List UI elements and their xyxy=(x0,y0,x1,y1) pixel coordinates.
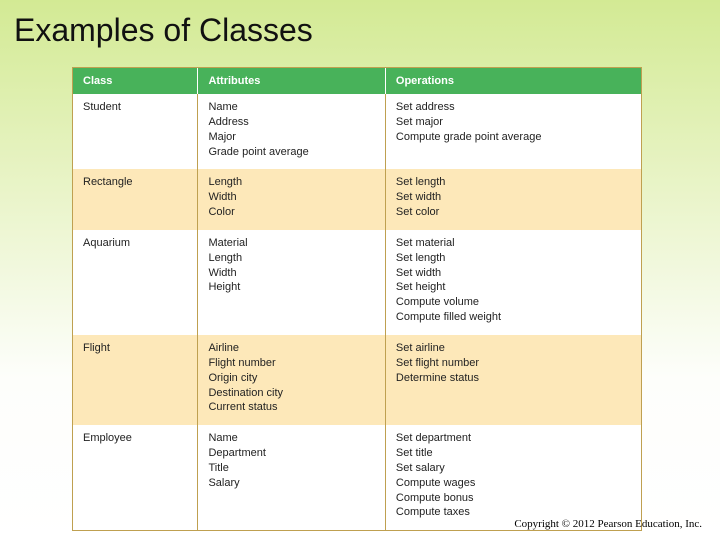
page-title: Examples of Classes xyxy=(0,0,720,49)
table-header-row: Class Attributes Operations xyxy=(73,68,641,94)
cell-class: Flight xyxy=(73,335,198,425)
table-row: Rectangle LengthWidthColor Set lengthSet… xyxy=(73,169,641,230)
cell-attributes: NameDepartmentTitleSalary xyxy=(198,425,385,530)
cell-operations: Set materialSet lengthSet widthSet heigh… xyxy=(385,230,641,335)
cell-class: Student xyxy=(73,94,198,169)
cell-class: Employee xyxy=(73,425,198,530)
table-row: Student NameAddressMajorGrade point aver… xyxy=(73,94,641,169)
classes-table-container: Class Attributes Operations Student Name… xyxy=(72,67,642,531)
table-row: Flight AirlineFlight numberOrigin cityDe… xyxy=(73,335,641,425)
cell-operations: Set airlineSet flight numberDetermine st… xyxy=(385,335,641,425)
cell-operations: Set lengthSet widthSet color xyxy=(385,169,641,230)
copyright-text: Copyright © 2012 Pearson Education, Inc. xyxy=(514,518,702,530)
classes-table: Class Attributes Operations Student Name… xyxy=(73,68,641,530)
cell-class: Rectangle xyxy=(73,169,198,230)
table-row: Employee NameDepartmentTitleSalary Set d… xyxy=(73,425,641,530)
cell-attributes: AirlineFlight numberOrigin cityDestinati… xyxy=(198,335,385,425)
cell-attributes: MaterialLengthWidthHeight xyxy=(198,230,385,335)
col-header-attributes: Attributes xyxy=(198,68,385,94)
cell-class: Aquarium xyxy=(73,230,198,335)
cell-attributes: LengthWidthColor xyxy=(198,169,385,230)
col-header-operations: Operations xyxy=(385,68,641,94)
col-header-class: Class xyxy=(73,68,198,94)
table-row: Aquarium MaterialLengthWidthHeight Set m… xyxy=(73,230,641,335)
cell-operations: Set addressSet majorCompute grade point … xyxy=(385,94,641,169)
cell-operations: Set departmentSet titleSet salaryCompute… xyxy=(385,425,641,530)
cell-attributes: NameAddressMajorGrade point average xyxy=(198,94,385,169)
